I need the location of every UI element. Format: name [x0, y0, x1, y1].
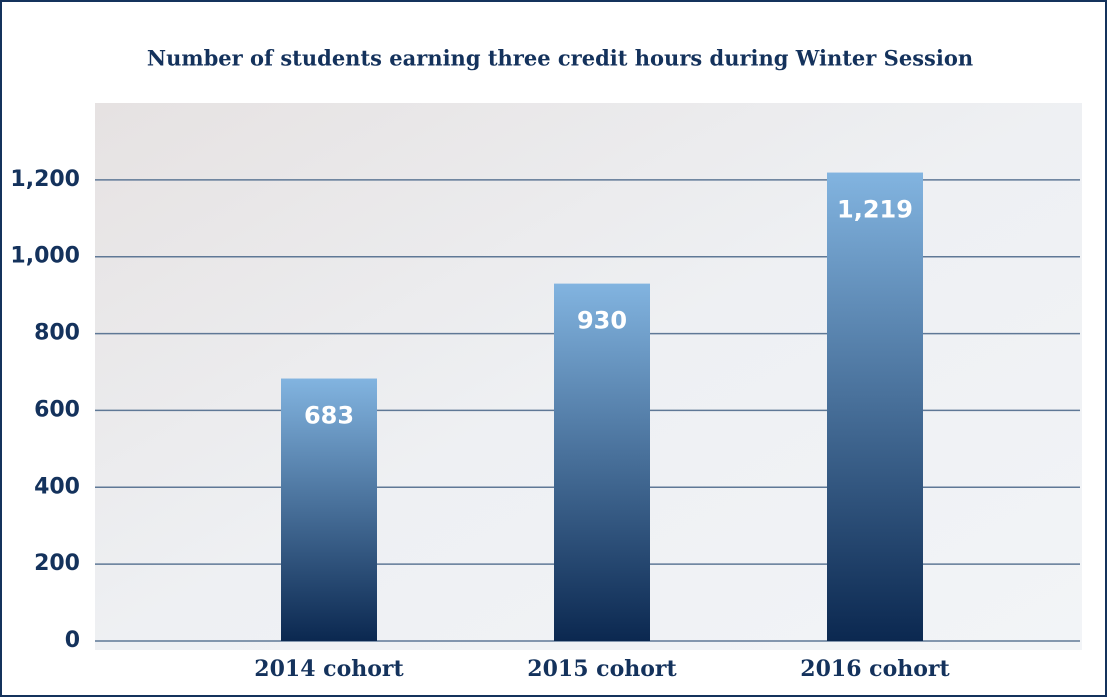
y-tick-label: 600 [34, 397, 80, 422]
chart-title: Number of students earning three credit … [147, 46, 973, 71]
bar [827, 173, 923, 641]
y-tick-label: 1,000 [10, 244, 80, 269]
y-tick-label: 800 [34, 321, 80, 346]
value-label: 1,219 [837, 196, 913, 224]
value-label: 683 [304, 402, 354, 430]
chart: Number of students earning three credit … [0, 0, 1107, 697]
x-tick-label: 2015 cohort [527, 656, 677, 682]
x-tick-label: 2014 cohort [254, 656, 404, 682]
y-tick-label: 200 [34, 551, 80, 576]
y-tick-label: 0 [65, 628, 80, 653]
y-tick-label: 1,200 [10, 167, 80, 192]
y-tick-label: 400 [34, 474, 80, 499]
value-label: 930 [577, 307, 627, 335]
x-tick-label: 2016 cohort [800, 656, 950, 682]
bar [554, 284, 650, 641]
